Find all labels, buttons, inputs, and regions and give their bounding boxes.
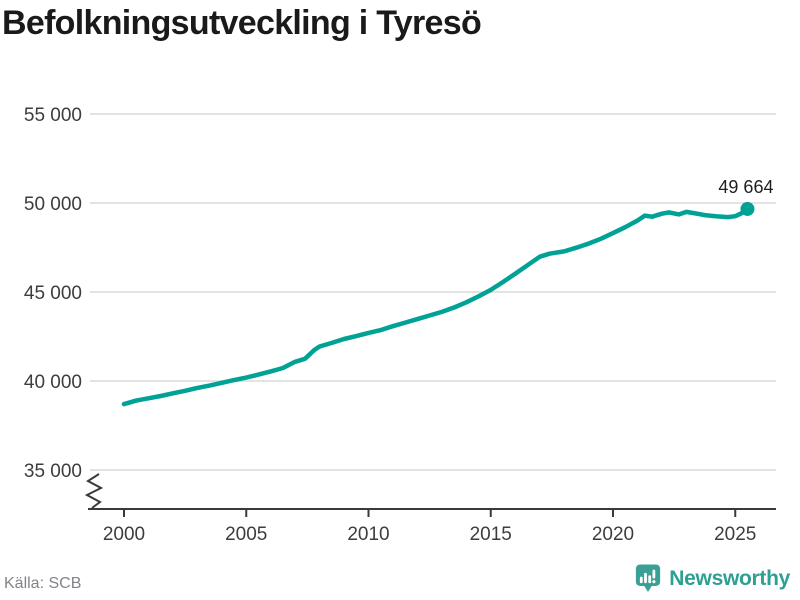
- y-axis-tick-label: 45 000: [24, 283, 82, 304]
- population-line: [121, 206, 750, 407]
- x-axis-tick-label: 2005: [225, 524, 267, 545]
- axis-break-squiggle: [84, 473, 104, 509]
- x-axis-tick-label: 2010: [347, 524, 389, 545]
- bar-chart-glyph: [640, 569, 656, 584]
- y-axis-tick-label: 55 000: [24, 105, 82, 126]
- speech-bubble-shape: [636, 564, 661, 593]
- x-axis-tick-label: 2025: [714, 524, 756, 545]
- y-axis-tick-label: 40 000: [24, 372, 82, 393]
- chart-title: Befolkningsutveckling i Tyresö: [2, 4, 482, 42]
- latest-value-label: 49 664: [718, 177, 773, 197]
- y-axis-tick-label: 50 000: [24, 194, 82, 215]
- x-axis-tick-label: 2020: [592, 524, 634, 545]
- newsworthy-icon: [636, 564, 661, 593]
- y-axis-tick-label: 35 000: [24, 461, 82, 482]
- source-note: Källa: SCB: [4, 575, 82, 592]
- x-axis-tick-label: 2015: [470, 524, 512, 545]
- newsworthy-logo: Newsworthy: [634, 563, 790, 594]
- latest-value-marker: [740, 201, 755, 216]
- x-axis-tick-label: 2000: [103, 524, 145, 545]
- newsworthy-wordmark: Newsworthy: [669, 566, 790, 590]
